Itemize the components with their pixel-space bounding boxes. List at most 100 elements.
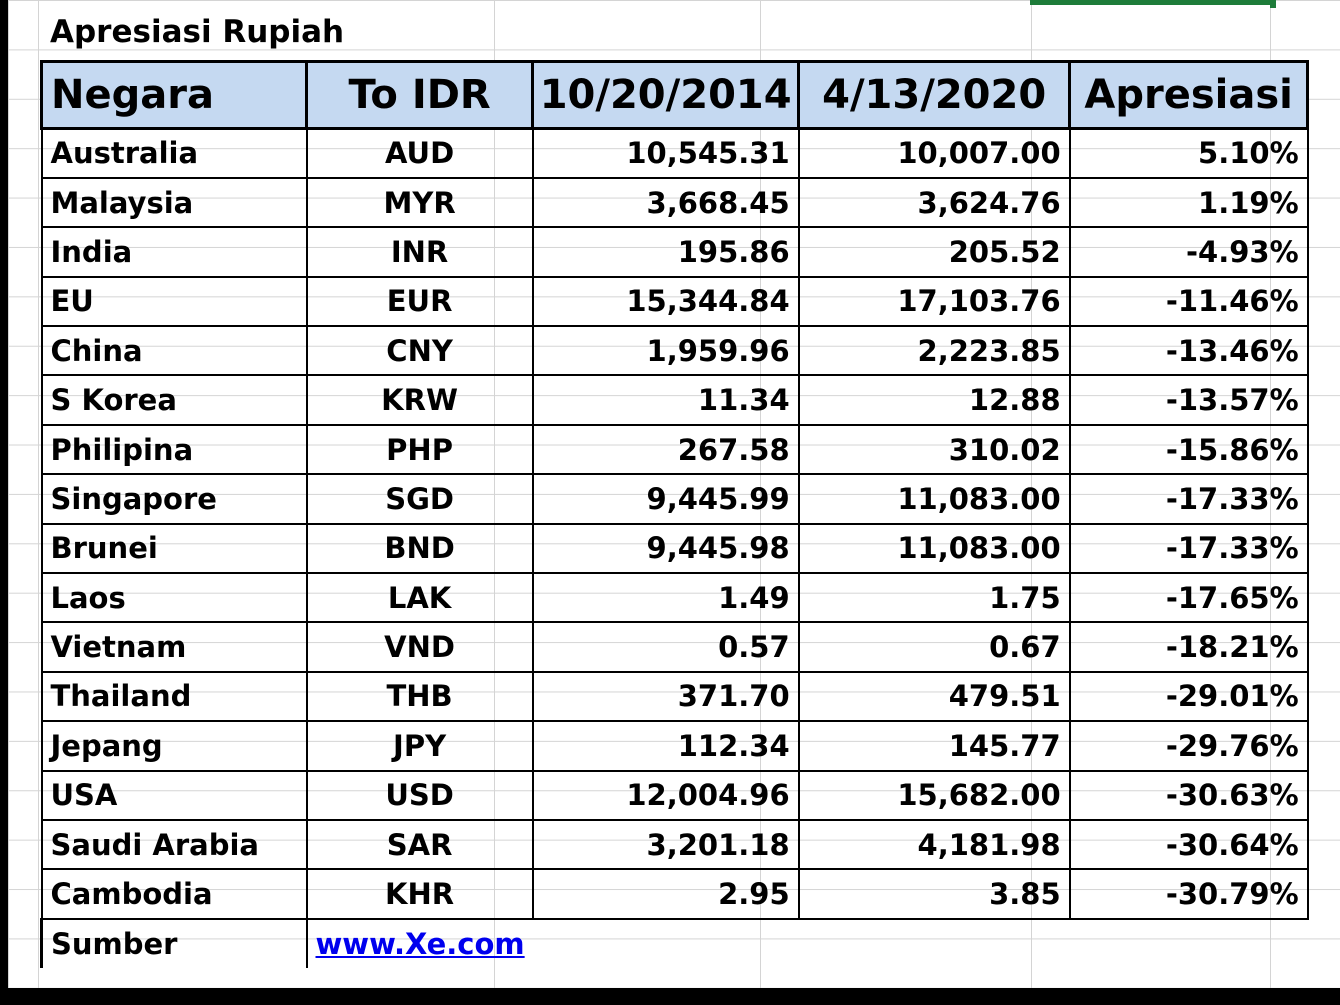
- apresiasi-cell[interactable]: -30.63%: [1068, 769, 1309, 821]
- rate-2020-cell[interactable]: 3,624.76: [797, 176, 1071, 229]
- currency-code-cell[interactable]: KRW: [305, 374, 534, 426]
- apresiasi-cell[interactable]: -17.65%: [1068, 572, 1309, 624]
- table-row: India INR 195.86 205.52 -4.93%: [40, 226, 1309, 278]
- rate-2020-cell[interactable]: 2,223.85: [797, 325, 1071, 377]
- currency-code-cell[interactable]: PHP: [305, 423, 534, 476]
- country-cell[interactable]: Thailand: [40, 670, 308, 723]
- country-cell[interactable]: Cambodia: [40, 868, 308, 920]
- currency-code-cell[interactable]: USD: [305, 769, 534, 821]
- country-cell[interactable]: USA: [40, 769, 308, 821]
- rate-2014-cell[interactable]: 112.34: [531, 720, 800, 772]
- currency-code-cell[interactable]: SGD: [305, 473, 534, 525]
- rate-2014-cell[interactable]: 267.58: [531, 423, 800, 476]
- rate-2014-cell[interactable]: 371.70: [531, 670, 800, 723]
- currency-code-cell[interactable]: INR: [305, 226, 534, 278]
- rate-2014-cell[interactable]: 195.86: [531, 226, 800, 278]
- cell-selection-border[interactable]: [1030, 0, 1270, 5]
- apresiasi-cell[interactable]: -17.33%: [1068, 473, 1309, 525]
- apresiasi-cell[interactable]: -29.76%: [1068, 720, 1309, 772]
- country-cell[interactable]: China: [40, 325, 308, 377]
- rate-2014-cell[interactable]: 9,445.98: [531, 522, 800, 575]
- source-link-cell[interactable]: www.Xe.com: [305, 918, 533, 969]
- header-date-2020[interactable]: 4/13/2020: [797, 60, 1072, 130]
- country-cell[interactable]: Brunei: [40, 522, 308, 575]
- rate-2014-cell[interactable]: 15,344.84: [531, 275, 800, 328]
- table-row: Saudi Arabia SAR 3,201.18 4,181.98 -30.64%: [40, 818, 1309, 871]
- header-date-2014[interactable]: 10/20/2014: [531, 60, 801, 130]
- header-negara[interactable]: Negara: [40, 60, 308, 130]
- empty-cell[interactable]: [533, 919, 799, 968]
- apresiasi-cell[interactable]: -13.57%: [1068, 374, 1309, 426]
- rate-2020-cell[interactable]: 11,083.00: [797, 473, 1071, 525]
- rate-2020-cell[interactable]: 4,181.98: [797, 818, 1071, 871]
- empty-cell[interactable]: [799, 919, 1070, 968]
- rate-2020-cell[interactable]: 17,103.76: [797, 275, 1071, 328]
- grid-line: [38, 0, 39, 988]
- rate-2020-cell[interactable]: 12.88: [797, 374, 1071, 426]
- rate-2020-cell[interactable]: 11,083.00: [797, 522, 1071, 575]
- apresiasi-cell[interactable]: -18.21%: [1068, 621, 1309, 673]
- spreadsheet-canvas[interactable]: Apresiasi Rupiah Negara To IDR 10/20/201…: [8, 0, 1340, 988]
- header-apresiasi[interactable]: Apresiasi: [1068, 60, 1310, 130]
- currency-code-cell[interactable]: BND: [305, 522, 534, 575]
- rate-2014-cell[interactable]: 12,004.96: [531, 769, 800, 821]
- apresiasi-cell[interactable]: -29.01%: [1068, 670, 1309, 723]
- country-cell[interactable]: India: [40, 226, 308, 278]
- header-to-idr[interactable]: To IDR: [304, 60, 535, 130]
- country-cell[interactable]: Vietnam: [40, 621, 308, 673]
- apresiasi-cell[interactable]: -4.93%: [1068, 226, 1309, 278]
- table-row: Cambodia KHR 2.95 3.85 -30.79%: [40, 868, 1309, 920]
- country-cell[interactable]: Saudi Arabia: [40, 818, 308, 871]
- rate-2014-cell[interactable]: 1,959.96: [531, 325, 800, 377]
- rate-2014-cell[interactable]: 11.34: [531, 374, 800, 426]
- country-cell[interactable]: Jepang: [40, 720, 308, 772]
- currency-code-cell[interactable]: CNY: [305, 325, 534, 377]
- country-cell[interactable]: EU: [40, 275, 308, 328]
- rate-2014-cell[interactable]: 10,545.31: [531, 127, 800, 179]
- table-row: Malaysia MYR 3,668.45 3,624.76 1.19%: [40, 176, 1309, 229]
- source-link[interactable]: www.Xe.com: [315, 926, 525, 961]
- rate-2020-cell[interactable]: 479.51: [797, 670, 1071, 723]
- currency-code-cell[interactable]: MYR: [305, 176, 534, 229]
- country-cell[interactable]: S Korea: [40, 374, 308, 426]
- rate-2014-cell[interactable]: 2.95: [531, 868, 800, 920]
- country-cell[interactable]: Singapore: [40, 473, 308, 525]
- apresiasi-cell[interactable]: -30.64%: [1068, 818, 1309, 871]
- rate-2020-cell[interactable]: 15,682.00: [797, 769, 1071, 821]
- country-cell[interactable]: Philipina: [40, 423, 308, 476]
- rate-2020-cell[interactable]: 3.85: [797, 868, 1071, 920]
- rate-2014-cell[interactable]: 3,201.18: [531, 818, 800, 871]
- rate-2014-cell[interactable]: 3,668.45: [531, 176, 800, 229]
- apresiasi-cell[interactable]: -13.46%: [1068, 325, 1309, 377]
- country-cell[interactable]: Australia: [40, 127, 308, 179]
- rate-2020-cell[interactable]: 310.02: [797, 423, 1071, 476]
- apresiasi-cell[interactable]: -15.86%: [1068, 423, 1309, 476]
- currency-code-cell[interactable]: KHR: [305, 868, 534, 920]
- currency-code-cell[interactable]: EUR: [305, 275, 534, 328]
- currency-code-cell[interactable]: SAR: [305, 818, 534, 871]
- rate-2014-cell[interactable]: 1.49: [531, 572, 800, 624]
- apresiasi-cell[interactable]: 1.19%: [1068, 176, 1309, 229]
- fill-handle[interactable]: [1270, 0, 1276, 8]
- apresiasi-cell[interactable]: -17.33%: [1068, 522, 1309, 575]
- rate-2020-cell[interactable]: 205.52: [797, 226, 1071, 278]
- rate-2014-cell[interactable]: 9,445.99: [531, 473, 800, 525]
- empty-cell[interactable]: [1070, 919, 1308, 968]
- rate-2014-cell[interactable]: 0.57: [531, 621, 800, 673]
- currency-code-cell[interactable]: VND: [305, 621, 534, 673]
- country-cell[interactable]: Malaysia: [40, 176, 308, 229]
- apresiasi-cell[interactable]: -30.79%: [1068, 868, 1309, 920]
- rate-2020-cell[interactable]: 145.77: [797, 720, 1071, 772]
- country-cell[interactable]: Laos: [40, 572, 308, 624]
- currency-code-cell[interactable]: THB: [305, 670, 534, 723]
- currency-code-cell[interactable]: LAK: [305, 572, 534, 624]
- source-label[interactable]: Sumber: [40, 918, 307, 969]
- rate-2020-cell[interactable]: 10,007.00: [797, 127, 1071, 179]
- apresiasi-cell[interactable]: 5.10%: [1068, 127, 1309, 179]
- sheet-title[interactable]: Apresiasi Rupiah: [50, 14, 345, 50]
- rate-2020-cell[interactable]: 1.75: [797, 572, 1071, 624]
- apresiasi-cell[interactable]: -11.46%: [1068, 275, 1309, 328]
- rate-2020-cell[interactable]: 0.67: [797, 621, 1071, 673]
- currency-code-cell[interactable]: JPY: [305, 720, 534, 772]
- currency-code-cell[interactable]: AUD: [305, 127, 534, 179]
